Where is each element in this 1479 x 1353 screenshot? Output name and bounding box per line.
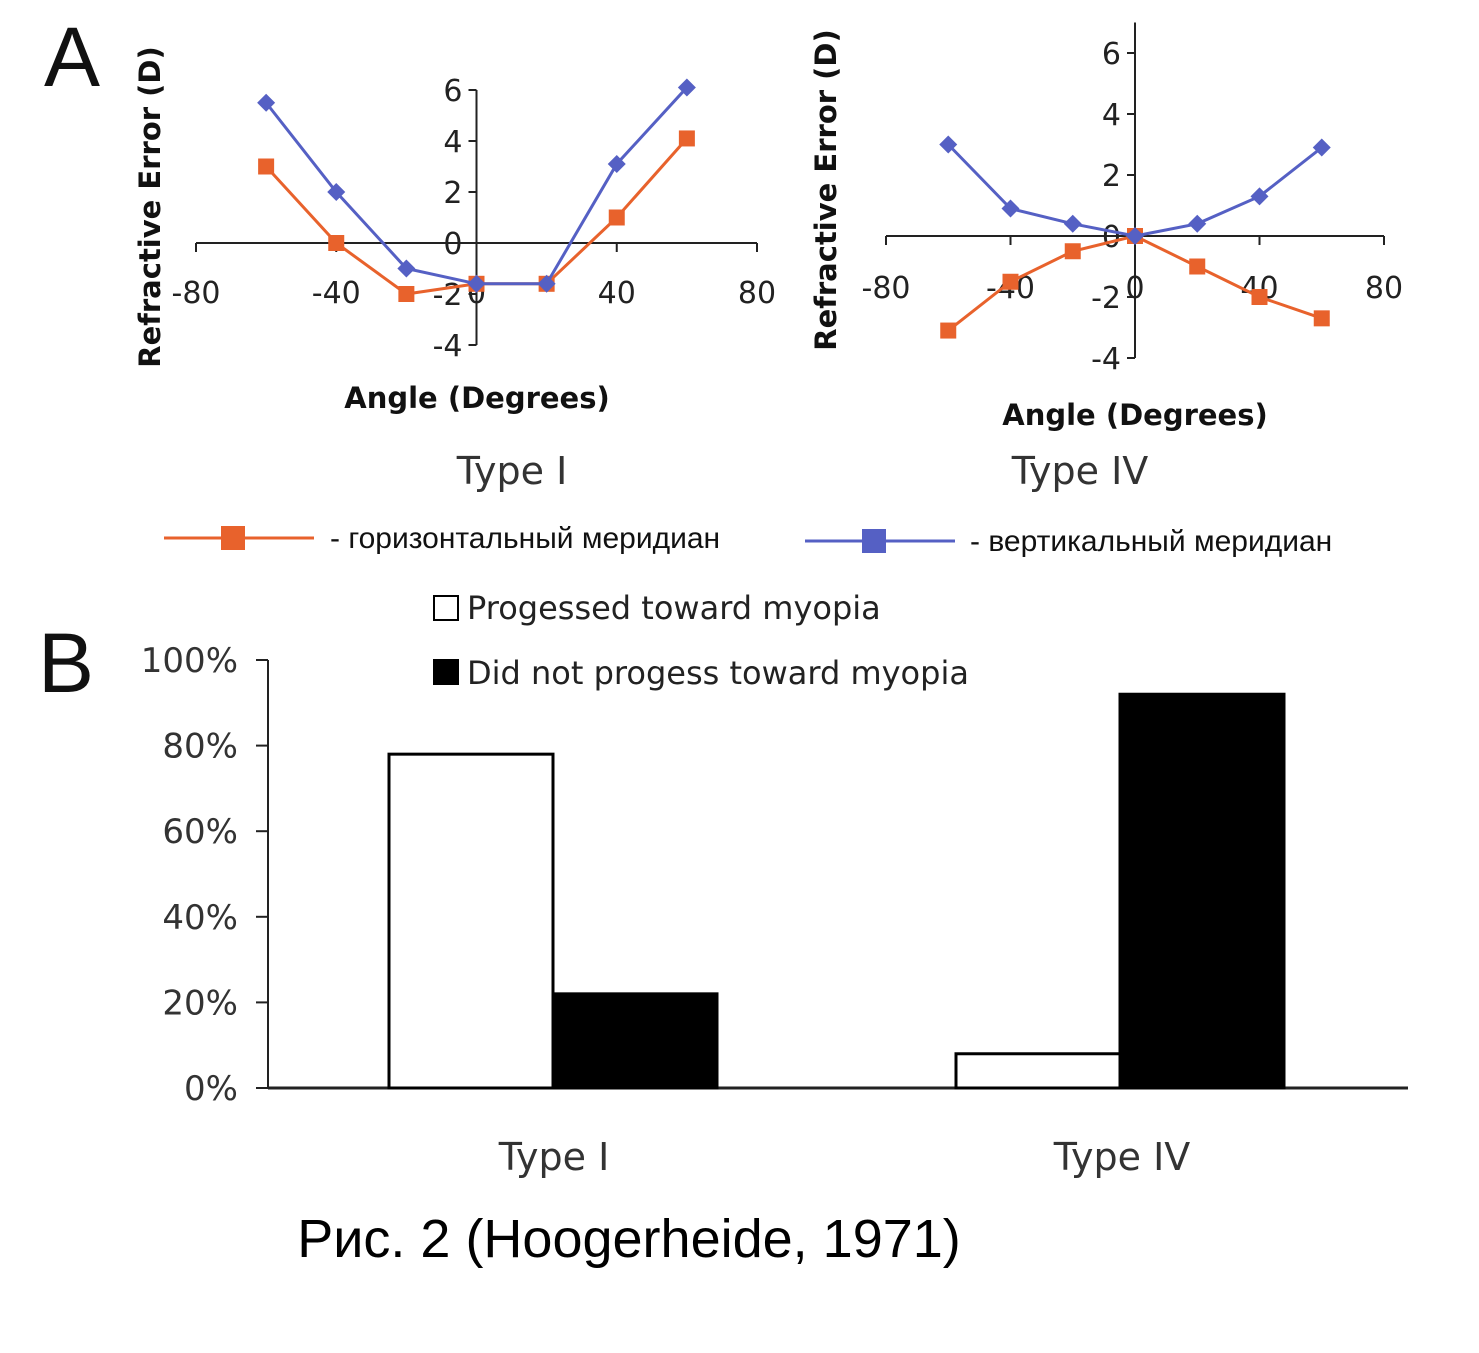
chart-a2-x-tick-label: 0 <box>1125 271 1144 306</box>
chart-a1-ylabel: Refractive Error (D) <box>133 46 167 367</box>
bar-y-tick-label: 0% <box>184 1069 238 1109</box>
bar-y-tick-label: 40% <box>162 898 238 938</box>
legend-horizontal-label: - горизонтальный меридиан <box>330 522 720 555</box>
chart-a2-point-vertical <box>1250 187 1269 206</box>
bar-progressed-type-4 <box>954 1052 1122 1090</box>
chart-a1-point-vertical <box>257 93 276 112</box>
figure-caption: Рис. 2 (Hoogerheide, 1971) <box>297 1209 961 1269</box>
chart-a2-point-horizontal <box>1064 243 1081 260</box>
legend-progressed-label: Progessed toward myopia <box>467 589 881 627</box>
chart-a2-point-vertical <box>1063 214 1082 233</box>
bar-chart: 0% 20% 40% 60% 80% 100% Type I Type IV <box>141 641 1408 1179</box>
chart-a2-y-tick-label: 0 <box>1102 220 1121 255</box>
bar-y-tick-label: 80% <box>162 727 238 767</box>
bar-not-progressed-type-4 <box>1118 692 1286 1090</box>
chart-a2-y-tick-label: 2 <box>1102 159 1121 194</box>
chart-a1-point-vertical <box>607 154 626 173</box>
chart-a1-y-tick-label: 4 <box>443 125 462 160</box>
chart-a1-point-horizontal <box>678 130 695 147</box>
chart-a1-xlabel: Angle (Degrees) <box>344 381 609 415</box>
chart-a1-x-tick-label: -40 <box>312 276 361 311</box>
bar-category-label: Type IV <box>1053 1135 1191 1179</box>
chart-a1-point-vertical <box>467 274 486 293</box>
panel-label-a: A <box>44 10 100 104</box>
chart-a1-subtitle: Type I <box>456 449 568 493</box>
bar-y-tick-label: 100% <box>141 641 238 681</box>
bar-y-tick-label: 20% <box>162 983 238 1023</box>
chart-a2-y-tick-label: -2 <box>1091 281 1121 316</box>
chart-a1-x-tick-label: -80 <box>172 276 221 311</box>
chart-a1-x-tick-label: 40 <box>598 276 636 311</box>
legend-not-progressed-label: Did not progess toward myopia <box>467 654 969 692</box>
legend-vertical-label: - вертикальный меридиан <box>970 525 1332 558</box>
legend-vertical-marker <box>862 529 886 553</box>
legend-progressed-swatch <box>433 595 459 621</box>
chart-a2-point-horizontal <box>940 322 957 339</box>
bar-progressed-type-1 <box>387 752 555 1090</box>
chart-a2-point-horizontal <box>1251 289 1268 305</box>
legend-horizontal-marker <box>221 526 245 550</box>
chart-a1-point-vertical <box>537 274 556 293</box>
chart-a1-point-vertical <box>397 259 416 278</box>
chart-a1-y-tick-label: 0 <box>443 227 462 262</box>
chart-a2-point-vertical <box>1001 199 1020 218</box>
chart-a1-x-tick-label: 80 <box>738 276 776 311</box>
chart-a2-point-horizontal <box>1189 258 1206 275</box>
chart-a1-y-tick-label: -4 <box>433 329 463 364</box>
chart-a1-point-horizontal <box>258 158 275 175</box>
panel-label-b: B <box>38 616 94 710</box>
chart-a2-y-tick-label: -4 <box>1091 342 1121 377</box>
chart-a2-point-vertical <box>1188 214 1207 233</box>
chart-a2-xlabel: Angle (Degrees) <box>1002 398 1267 432</box>
legend-a: - горизонтальный меридиан - вертикальный… <box>164 522 1332 558</box>
chart-a1-y-tick-label: 2 <box>443 176 462 211</box>
chart-a2-point-vertical <box>1312 138 1331 157</box>
chart-a2-subtitle: Type IV <box>1011 449 1149 493</box>
bar-y-tick-label: 60% <box>162 812 238 852</box>
chart-a2-y-tick-label: 6 <box>1102 37 1121 72</box>
chart-a1-point-horizontal <box>608 209 625 226</box>
chart-a2-y-tick-label: 4 <box>1102 98 1121 133</box>
legend-b: Progessed toward myopia Did not progess … <box>433 589 969 692</box>
bar-not-progressed-type-1 <box>551 992 719 1090</box>
legend-not-progressed-swatch <box>433 659 459 685</box>
chart-a2-point-vertical <box>1126 227 1144 245</box>
chart-a2-ylabel: Refractive Error (D) <box>809 29 843 350</box>
chart-a1-point-vertical <box>677 78 696 97</box>
chart-a1-point-horizontal <box>328 235 345 251</box>
chart-a1-y-tick-label: -2 <box>433 278 463 313</box>
bar-category-label: Type I <box>498 1135 610 1179</box>
chart-a1-point-vertical <box>327 183 346 201</box>
chart-a2-point-horizontal <box>1313 310 1330 327</box>
chart-a2-x-tick-label: 80 <box>1365 271 1403 306</box>
chart-a1-y-tick-label: 6 <box>443 74 462 109</box>
chart-a2-x-tick-label: -80 <box>862 271 911 306</box>
chart-a2-point-horizontal <box>1002 273 1019 290</box>
chart-a2-point-vertical <box>939 135 958 154</box>
chart-a1-point-horizontal <box>398 286 415 302</box>
